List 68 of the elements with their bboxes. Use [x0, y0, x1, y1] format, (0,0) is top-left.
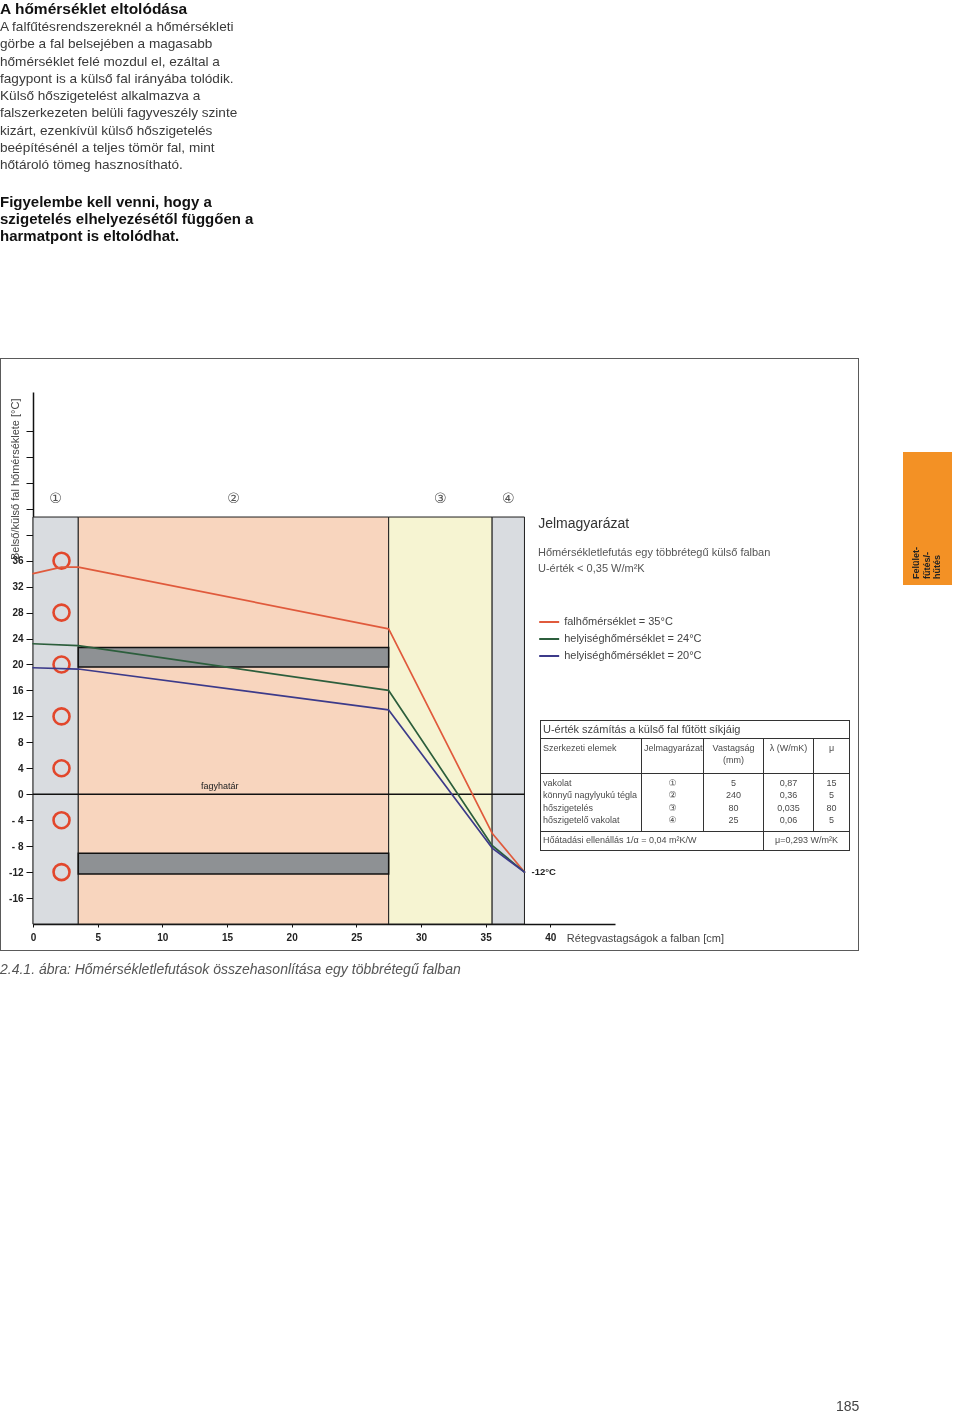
y-tick-label: 28: [12, 607, 24, 619]
x-axis-title: Rétegvastagságok a falban [cm]: [566, 931, 724, 944]
text: 240: [703, 789, 764, 802]
text: ②: [641, 789, 704, 802]
text: 0,87: [763, 773, 814, 790]
text: ①: [641, 773, 704, 790]
x-tick-label: 5: [95, 931, 102, 943]
y-tick-label: - 8: [11, 840, 24, 852]
y-tick-label: 8: [17, 736, 24, 748]
y-tick-label: -16: [9, 892, 24, 904]
band-label: ④: [502, 490, 515, 507]
annotation: könnyű nagylyukú tégla: [540, 789, 642, 802]
x-tick-label: 25: [351, 931, 363, 943]
x-tick-label: 0: [30, 931, 37, 943]
x-tick-label: 35: [480, 931, 493, 943]
legend-label: helyiséghőmérséklet = 20°C: [564, 649, 702, 662]
text: ③: [641, 801, 704, 815]
annotation: Hőmérsékletlefutás egy többrétegű külső falban: [538, 546, 771, 559]
y-tick-label: -12: [9, 866, 24, 878]
y-tick-label: - 4: [11, 814, 24, 826]
text: 5: [813, 789, 850, 802]
annotation: -12°C: [531, 866, 556, 878]
ref-line-label: fagyhatár: [200, 781, 239, 792]
chart-title: A hőmérséklet eltolódása: [0, 0, 188, 18]
annotation: vakolat: [540, 773, 642, 790]
x-tick-label: 20: [286, 931, 299, 943]
text: 0,36: [763, 789, 814, 802]
legend-label: falhőmérséklet = 35°C: [564, 615, 673, 628]
text: 15: [813, 773, 850, 790]
annotation: Hőátadási ellenállás 1/α = 0,04 m²K/W: [540, 831, 764, 851]
text: Vastagság (mm): [703, 738, 764, 774]
legend-title: Jelmagyarázat: [538, 515, 630, 532]
x-tick-label: 15: [221, 931, 234, 943]
text: Figyelembe kell venni, hogy a szigetelés elhelyezésétől függően a harmatpont is eltolódhat.: [0, 193, 255, 244]
text: μ: [813, 738, 850, 774]
x-tick-label: 30: [415, 931, 428, 943]
x-tick-label: 10: [157, 931, 169, 943]
text: 0,035: [763, 801, 814, 815]
text: 2.4.1. ábra: Hőmérsékletlefutások összehasonlítása egy többrétegű falban: [0, 961, 461, 977]
text: μ=0,293 W/m²K: [763, 831, 850, 851]
annotation: U-érték < 0,35 W/m²K: [538, 562, 645, 575]
text: 5: [813, 814, 850, 832]
y-tick-label: 16: [12, 684, 24, 696]
text: 80: [703, 801, 764, 815]
band-label: ②: [227, 490, 240, 507]
x-tick-label: 40: [545, 931, 557, 943]
text: λ (W/mK): [763, 738, 814, 774]
legend-label: helyiséghőmérséklet = 24°C: [564, 632, 702, 645]
y-tick-label: 12: [12, 710, 24, 722]
annotation: hőszigetelés: [540, 801, 642, 815]
text: 25: [703, 814, 764, 832]
text: Jelmagyarázat: [641, 738, 704, 774]
text: 0,06: [763, 814, 814, 832]
text: 5: [703, 773, 764, 790]
annotation: Szerkezeti elemek: [540, 738, 642, 774]
text: 185: [836, 1398, 860, 1413]
text: ④: [641, 814, 704, 832]
text: U-érték számítás a külső fal fűtött síkjáig: [540, 720, 850, 739]
band-label: ①: [49, 490, 62, 507]
y-tick-label: 24: [12, 633, 24, 645]
annotation: hőszigetelő vakolat: [540, 814, 642, 832]
y-tick-label: 20: [12, 658, 24, 670]
y-tick-label: 4: [17, 762, 24, 774]
text: 80: [813, 801, 850, 815]
y-tick-label: 0: [17, 788, 24, 800]
text: A falfűtésrendszereknél a hőmérsékleti görbe a fal belsejében a magasabb hőmérséklet felé mozdul el, ezáltal a fagypont is a külső fal irányába tolódik. Külső hőszigetelést alkalmazva a falszerkezeten belüli fagyveszély szinte kizárt, ezenkívül külső hőszigetelés beépítésénél a teljes tömör fal, mint hőtároló tömeg hasznosítható.: [0, 19, 238, 173]
band-label: ③: [434, 490, 447, 507]
y-tick-label: 32: [12, 581, 24, 593]
